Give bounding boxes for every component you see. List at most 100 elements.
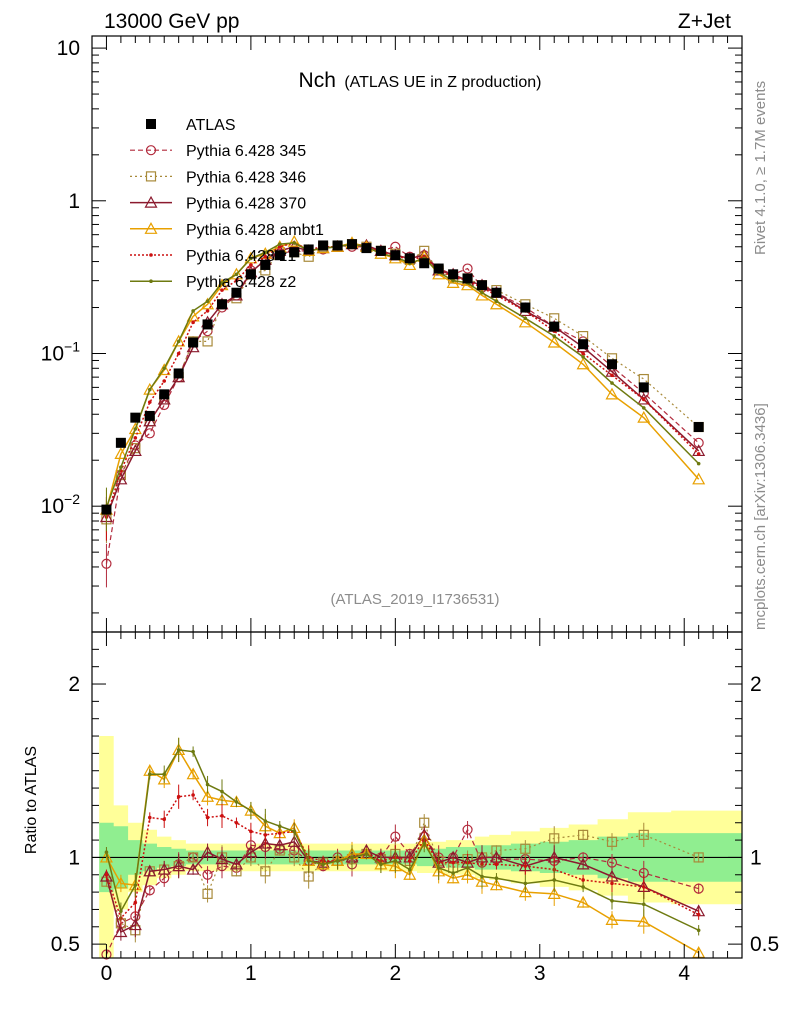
x-tick-label: 4 (678, 962, 690, 985)
ratio-point (157, 772, 171, 785)
mc-point (637, 410, 651, 423)
mc-point (143, 382, 157, 395)
ratio-point (446, 871, 460, 884)
ratio-line (105, 821, 699, 932)
ratio-point (605, 913, 619, 925)
ratio-point (547, 887, 561, 899)
ratio-point (306, 859, 311, 863)
atlas-data-point (347, 239, 357, 250)
ratio-point (549, 833, 560, 844)
legend-label: Pythia 6.428 z2 (186, 274, 296, 291)
legend-swatch (146, 119, 156, 129)
mc-point (205, 299, 210, 304)
mc-point (147, 387, 152, 392)
ratio-point (263, 833, 268, 837)
ratio-point (422, 841, 427, 846)
atlas-data-point (159, 389, 170, 400)
legend-item-7: Pythia 6.428 z2 (130, 274, 296, 291)
header-left: 13000 GeV pp (104, 10, 239, 33)
mc-point (263, 250, 268, 255)
mc-point (693, 437, 704, 448)
ratio-point (249, 808, 253, 813)
legend-label: Pythia 6.428 345 (186, 143, 306, 160)
mc-point (451, 278, 455, 283)
legend-item-3: Pythia 6.428 346 (130, 169, 306, 186)
ratio-point (641, 885, 646, 889)
ratio-point (205, 815, 210, 820)
ratio-point (552, 878, 557, 882)
atlas-data-point (578, 339, 589, 350)
x-tick-label: 1 (245, 962, 257, 985)
ratio-point (234, 820, 239, 825)
ratio-point (606, 857, 618, 868)
ratio-point (390, 831, 401, 842)
ratio-point (234, 800, 239, 804)
y-tick-label: 1 (68, 190, 80, 213)
ratio-point (379, 862, 383, 867)
atlas-data-point (491, 287, 502, 298)
ratio-point (191, 793, 195, 797)
ratio-point (637, 914, 651, 927)
atlas-data-point (188, 337, 199, 348)
rivet-label: Rivet 4.1.0, ≥ 1.7M events (752, 81, 769, 255)
atlas-data-point (404, 253, 415, 264)
ratio-point (157, 862, 171, 875)
mc-point (114, 472, 128, 485)
legend-marker (145, 145, 157, 156)
mc-point (641, 406, 646, 410)
atlas-data-point (303, 244, 314, 255)
mc-point (637, 392, 651, 405)
y-tick-label: 10 (57, 37, 80, 60)
mc-point (176, 351, 181, 356)
ratio-point (191, 749, 195, 754)
atlas-data-point (260, 259, 271, 270)
ratio-point (289, 852, 300, 863)
atlas-data-point (448, 269, 459, 280)
ratio-point (451, 860, 455, 865)
atlas-data-point (607, 359, 617, 370)
title-main: Nch (299, 69, 336, 92)
ratio-point (147, 815, 152, 820)
ratio-point (465, 866, 470, 870)
ratio-point (520, 843, 531, 854)
mc-point (605, 387, 619, 400)
atlas-data (101, 239, 704, 515)
legend-item-5: Pythia 6.428 ambt1 (130, 222, 324, 239)
ratio-point (518, 885, 532, 898)
ratio-point (576, 895, 590, 908)
ratio-point (451, 871, 455, 875)
mc-point (696, 452, 701, 456)
ratio-point (277, 831, 282, 835)
title-sub: (ATLAS UE in Z production) (344, 74, 541, 91)
ratio-point (523, 864, 528, 868)
atlas-data-point (520, 302, 531, 313)
mc-point (234, 272, 239, 277)
mc-point (576, 357, 590, 370)
mc-point (518, 315, 532, 328)
ratio-point (393, 859, 398, 863)
legend-marker (149, 279, 153, 284)
ratio-ylabel: Ratio to ATLAS (23, 746, 40, 854)
mc-line (105, 242, 700, 508)
mc-point (191, 320, 195, 325)
atlas-data-point (477, 280, 487, 291)
chart-title: Nch (ATLAS UE in Z production) (299, 69, 542, 92)
ratio-point (407, 859, 412, 863)
ratio-point (321, 862, 325, 867)
y-tick-label-base: 10 (41, 495, 64, 518)
mc-point (462, 263, 473, 274)
mc-point (480, 290, 484, 295)
ratio-point (188, 852, 199, 863)
atlas-data-point (638, 382, 649, 393)
legend-item-6: Pythia 6.428 z1 (130, 248, 296, 265)
legend-label: Pythia 6.428 z1 (186, 248, 296, 265)
ratio-point (407, 867, 412, 872)
ratio-point (201, 789, 215, 802)
ratio-point (462, 824, 473, 835)
x-tick-label: 3 (534, 962, 546, 985)
atlas-data-point (101, 504, 112, 515)
mc-point (552, 334, 557, 338)
mc-point (133, 427, 138, 431)
legend-item-1: ATLAS (146, 117, 236, 134)
ratio-point (215, 852, 229, 865)
